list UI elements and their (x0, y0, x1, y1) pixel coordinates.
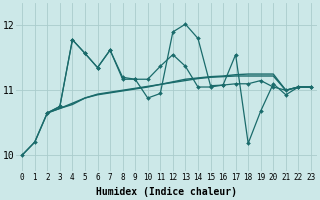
X-axis label: Humidex (Indice chaleur): Humidex (Indice chaleur) (96, 187, 237, 197)
